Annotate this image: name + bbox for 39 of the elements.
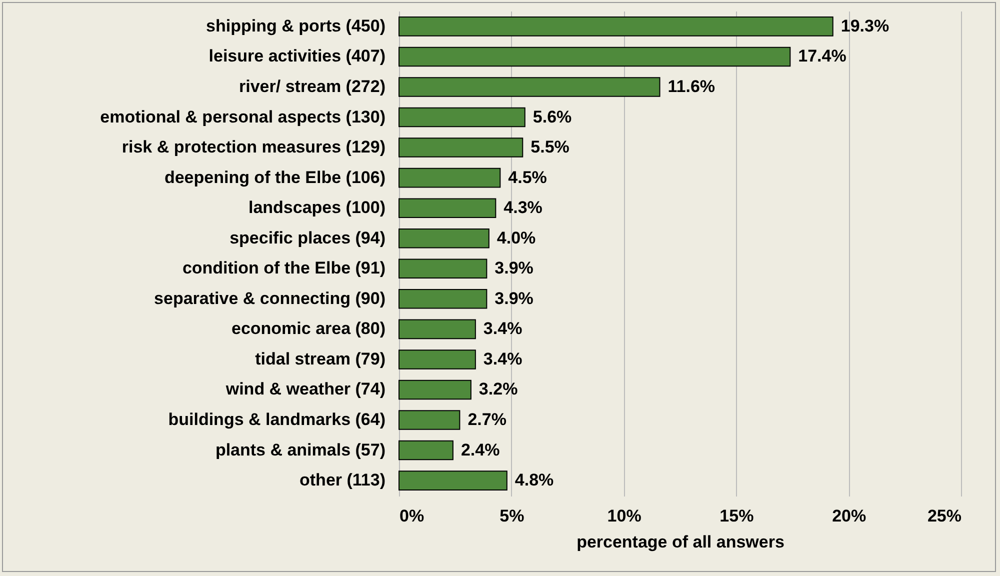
x-tick-label: 15% [720,506,754,526]
data-label: 5.6% [532,107,572,126]
data-label: 19.3% [840,16,890,36]
y-tick-label: shipping & ports (450) [206,16,386,36]
data-label: 3.2% [478,380,518,399]
y-tick-label: wind & weather (74) [224,380,386,399]
y-tick-label: leisure activities (407) [208,46,386,66]
x-tick-label: 10% [607,506,642,526]
y-tick-label: tidal stream (79) [255,349,386,368]
data-label: 3.9% [494,288,534,308]
data-label: 5.5% [530,138,570,157]
y-tick-label: deepening of the Elbe (106) [164,168,386,187]
data-label: 3.9% [494,258,534,278]
data-label: 4.0% [496,228,536,248]
data-label: 4.3% [504,198,542,218]
data-label: 2.7% [468,410,506,430]
y-tick-label: river/ stream (272) [239,76,386,96]
y-tick-label: emotional & personal aspects (130) [100,107,386,126]
y-tick-label: specific places (94) [230,228,386,248]
data-label: 17.4% [798,46,846,66]
y-tick-label: other (113) [300,470,386,490]
data-label: 11.6% [668,76,716,96]
y-tick-label: risk & protection measures (129) [122,138,386,157]
x-tick-label: 0% [400,506,424,526]
data-label: 3.4% [483,349,522,368]
x-tick-label: 20% [832,506,866,526]
y-tick-label: buildings & landmarks (64) [168,410,386,430]
data-label: 3.4% [483,319,522,338]
x-tick-label: 5% [500,506,524,526]
data-label: 2.4% [460,440,500,460]
y-tick-label: condition of the Elbe (91) [182,258,386,278]
x-axis-title: percentage of all answers [576,532,784,552]
data-label: 4.8% [514,470,554,490]
x-tick-label: 25% [927,506,962,526]
y-tick-label: plants & animals (57) [215,440,386,460]
y-tick-label: economic area (80) [231,319,386,338]
y-tick-label: separative & connecting (90) [154,288,386,308]
y-tick-label: landscapes (100) [248,198,386,218]
data-label: 4.5% [508,168,547,187]
